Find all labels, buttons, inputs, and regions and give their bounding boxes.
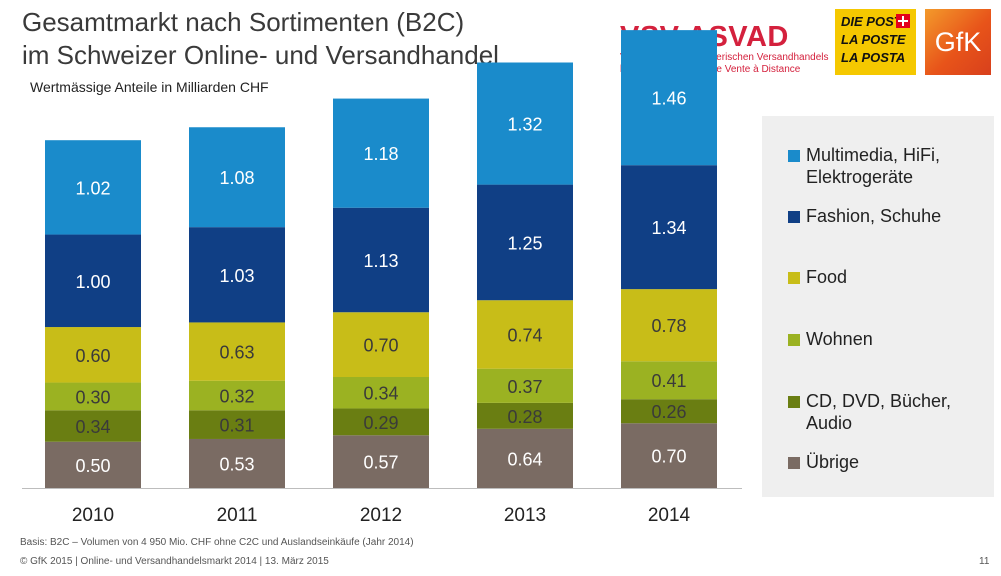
data-label-brige-2010: 0.50 (75, 456, 110, 476)
data-label-multimedia-hifi-elektroger-te-2010: 1.02 (75, 178, 110, 198)
data-label-food-2011: 0.63 (219, 343, 254, 363)
swiss-cross-icon (896, 14, 910, 28)
legend-swatch-multimedia (788, 150, 800, 162)
x-tick-label-2011: 2011 (217, 505, 258, 526)
legend-swatch-uebrige (788, 457, 800, 469)
legend-swatch-cd-dvd (788, 396, 800, 408)
data-label-brige-2011: 0.53 (219, 454, 254, 474)
bar-segment-multimedia-hifi-elektroger-te-2011 (189, 127, 285, 228)
bar-segment-multimedia-hifi-elektroger-te-2013 (477, 62, 573, 185)
bar-segment-food-2013 (477, 300, 573, 369)
data-label-wohnen-2011: 0.32 (219, 387, 254, 407)
bar-segment-wohnen-2013 (477, 368, 573, 403)
data-label-food-2014: 0.78 (651, 316, 686, 336)
bar-segment-wohnen-2011 (189, 380, 285, 411)
legend-item-fashion: Fashion, Schuhe (788, 205, 941, 227)
x-tick-label-2014: 2014 (648, 505, 691, 526)
bar-segment-fashion-schuhe-2010 (45, 234, 141, 328)
bar-segment-brige-2012 (333, 435, 429, 488)
x-tick-label-2012: 2012 (360, 505, 402, 526)
bar-segment-multimedia-hifi-elektroger-te-2010 (45, 140, 141, 235)
bar-segment-cd-dvd-b-cher-audio-2010 (45, 410, 141, 442)
data-label-fashion-schuhe-2010: 1.00 (75, 272, 110, 292)
data-label-multimedia-hifi-elektroger-te-2013: 1.32 (507, 115, 542, 135)
title-line-2: im Schweizer Online- und Versandhandel (22, 40, 499, 70)
legend-item-cd-dvd: CD, DVD, Bücher, Audio (788, 390, 951, 434)
die-post-logo: DIE POST LA POSTE LA POSTA (835, 9, 916, 75)
bar-segment-food-2010 (45, 327, 141, 383)
data-label-fashion-schuhe-2014: 1.34 (651, 218, 686, 238)
legend-label-multimedia: Multimedia, HiFi, Elektrogeräte (806, 145, 941, 187)
data-label-brige-2013: 0.64 (507, 449, 542, 469)
bar-segment-cd-dvd-b-cher-audio-2014 (621, 399, 717, 424)
bar-segment-brige-2011 (189, 438, 285, 488)
bar-segment-brige-2014 (621, 423, 717, 488)
bar-segment-wohnen-2010 (45, 382, 141, 411)
x-tick-label-2013: 2013 (504, 505, 546, 526)
data-label-multimedia-hifi-elektroger-te-2014: 1.46 (651, 89, 686, 109)
legend-swatch-food (788, 272, 800, 284)
post-logo-line-2: LA POSTE (841, 32, 906, 47)
post-logo-line-3: LA POSTA (841, 50, 906, 65)
x-tick-label-2010: 2010 (72, 505, 114, 526)
chart-legend: Multimedia, HiFi, Elektrogeräte Fashion,… (762, 116, 994, 497)
bar-segment-food-2014 (621, 289, 717, 362)
data-label-cd-dvd-b-cher-audio-2012: 0.29 (363, 413, 398, 433)
legend-label-wohnen: Wohnen (806, 329, 873, 349)
data-label-wohnen-2014: 0.41 (651, 371, 686, 391)
bar-segment-fashion-schuhe-2013 (477, 184, 573, 301)
data-label-cd-dvd-b-cher-audio-2011: 0.31 (219, 416, 254, 436)
legend-item-wohnen: Wohnen (788, 328, 873, 350)
data-label-multimedia-hifi-elektroger-te-2012: 1.18 (363, 144, 398, 164)
bar-segment-cd-dvd-b-cher-audio-2011 (189, 410, 285, 439)
bar-segment-cd-dvd-b-cher-audio-2012 (333, 408, 429, 436)
bar-segment-brige-2013 (477, 428, 573, 488)
legend-label-cd-dvd: CD, DVD, Bücher, Audio (806, 391, 952, 433)
data-label-food-2013: 0.74 (507, 325, 542, 345)
data-label-cd-dvd-b-cher-audio-2010: 0.34 (75, 417, 110, 437)
data-label-food-2010: 0.60 (75, 346, 110, 366)
legend-label-uebrige: Übrige (806, 452, 860, 472)
gfk-logo: GfK (925, 9, 991, 75)
data-label-brige-2012: 0.57 (363, 453, 398, 473)
page-number: 11 (979, 556, 990, 567)
footer-copyright: © GfK 2015 | Online- und Versandhandelsm… (20, 556, 329, 567)
post-logo-line-1: DIE POST (841, 14, 902, 29)
legend-label-food: Food (806, 267, 848, 287)
title-line-1: Gesamtmarkt nach Sortimenten (B2C) (22, 7, 465, 37)
bar-segment-fashion-schuhe-2012 (333, 207, 429, 313)
legend-item-multimedia: Multimedia, HiFi, Elektrogeräte (788, 144, 940, 188)
bar-segment-fashion-schuhe-2011 (189, 227, 285, 323)
page-title: Gesamtmarkt nach Sortimenten (B2C) im Sc… (22, 6, 499, 72)
data-label-fashion-schuhe-2011: 1.03 (219, 266, 254, 286)
bar-segment-multimedia-hifi-elektroger-te-2012 (333, 98, 429, 208)
data-label-food-2012: 0.70 (363, 336, 398, 356)
chart-subtitle: Wertmässige Anteile in Milliarden CHF (30, 79, 269, 95)
legend-item-food: Food (788, 266, 847, 288)
data-label-brige-2014: 0.70 (651, 447, 686, 467)
bar-segment-wohnen-2014 (621, 361, 717, 400)
bar-segment-cd-dvd-b-cher-audio-2013 (477, 402, 573, 429)
legend-swatch-wohnen (788, 334, 800, 346)
bar-segment-food-2011 (189, 322, 285, 381)
data-label-wohnen-2012: 0.34 (363, 384, 398, 404)
chart-footnote: Basis: B2C – Volumen von 4 950 Mio. CHF … (20, 537, 414, 548)
legend-label-fashion: Fashion, Schuhe (806, 206, 942, 226)
bar-segment-fashion-schuhe-2014 (621, 165, 717, 290)
bar-segment-wohnen-2012 (333, 377, 429, 409)
data-label-wohnen-2010: 0.30 (75, 387, 110, 407)
data-label-fashion-schuhe-2013: 1.25 (507, 233, 542, 253)
bar-segment-brige-2010 (45, 441, 141, 488)
bar-segment-food-2012 (333, 312, 429, 377)
data-label-cd-dvd-b-cher-audio-2013: 0.28 (507, 407, 542, 427)
legend-item-uebrige: Übrige (788, 451, 859, 473)
legend-swatch-fashion (788, 211, 800, 223)
vsv-logo-subtitle-de: Verband des Schweizerischen Versandhande… (620, 52, 829, 63)
bar-segment-multimedia-hifi-elektroger-te-2014 (621, 30, 717, 166)
data-label-multimedia-hifi-elektroger-te-2011: 1.08 (219, 168, 254, 188)
data-label-wohnen-2013: 0.37 (507, 377, 542, 397)
data-label-fashion-schuhe-2012: 1.13 (363, 251, 398, 271)
data-label-cd-dvd-b-cher-audio-2014: 0.26 (651, 402, 686, 422)
